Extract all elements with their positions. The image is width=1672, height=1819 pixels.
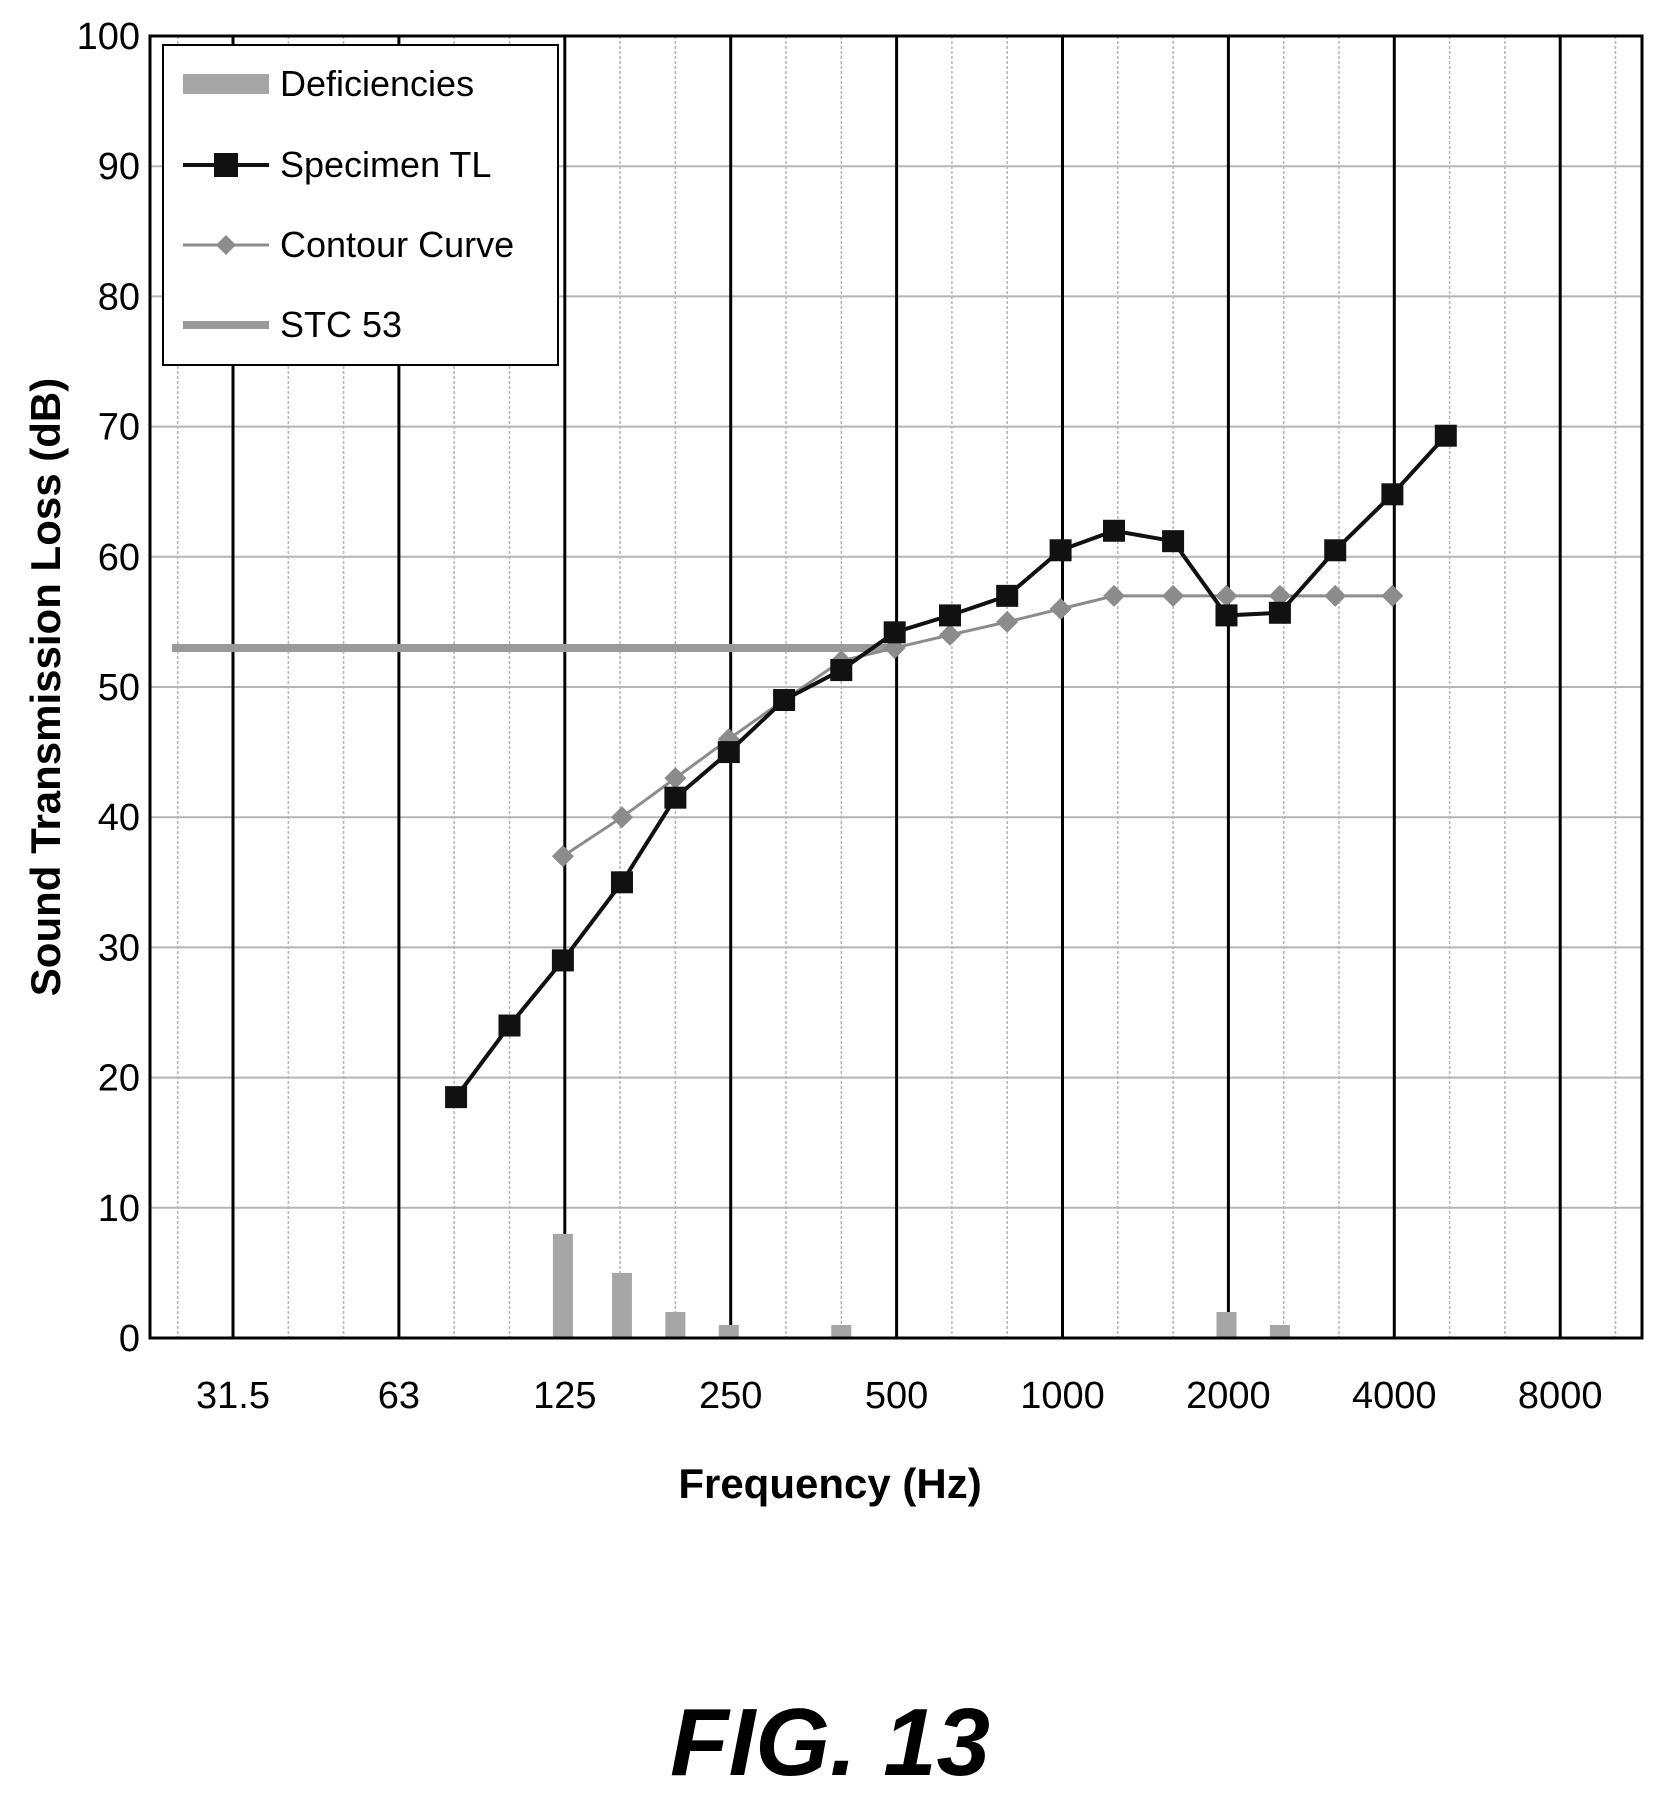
deficiency-bar — [831, 1324, 852, 1338]
y-tick-label: 80 — [98, 276, 140, 318]
contour-curve-point — [939, 623, 962, 646]
contour-curve-point — [664, 767, 687, 790]
x-axis-title: Frequency (Hz) — [678, 1460, 981, 1507]
specimen-tl-point — [1162, 530, 1185, 553]
y-tick-label: 90 — [98, 146, 140, 188]
contour-curve-point — [610, 806, 633, 829]
figure-label: FIG. 13 — [670, 1689, 990, 1796]
specimen-tl-point — [773, 689, 796, 712]
plot-frame — [148, 34, 1644, 1340]
y-tick-label: 50 — [98, 667, 140, 709]
legend-specimen-marker — [214, 153, 238, 177]
y-tick-labels: 0 10 20 30 40 50 60 70 80 90 100 — [77, 16, 140, 1360]
legend-deficiencies-label: Deficiencies — [280, 63, 474, 104]
specimen-tl-point — [445, 1086, 468, 1109]
x-tick-label: 125 — [533, 1375, 596, 1417]
deficiency-bar — [665, 1311, 686, 1338]
contour-curve-point — [1049, 597, 1072, 620]
legend-deficiencies-swatch — [183, 74, 269, 94]
specimen-tl-point — [664, 786, 687, 809]
legend-contour-label: Contour Curve — [280, 224, 514, 265]
contour-curve-point — [1162, 584, 1185, 607]
y-tick-label: 20 — [98, 1058, 140, 1100]
specimen-tl-point — [1434, 424, 1457, 447]
specimen-tl-point — [498, 1014, 521, 1037]
specimen-tl-point — [1049, 539, 1072, 562]
x-tick-label: 31.5 — [196, 1375, 270, 1417]
deficiency-bar — [611, 1272, 632, 1338]
y-tick-label: 60 — [98, 537, 140, 579]
contour-curve-point — [1103, 584, 1126, 607]
specimen-tl-point — [1103, 519, 1126, 542]
x-tick-label: 500 — [865, 1375, 928, 1417]
legend-stc-label: STC 53 — [280, 304, 402, 345]
specimen-tl-point — [939, 604, 962, 627]
x-tick-label: 63 — [378, 1375, 420, 1417]
contour-curve-point — [1268, 584, 1291, 607]
deficiency-bar — [552, 1233, 573, 1338]
contour-curve-line — [562, 594, 1393, 858]
y-tick-label: 40 — [98, 797, 140, 839]
x-tick-label: 250 — [699, 1375, 762, 1417]
y-tick-label: 0 — [119, 1318, 140, 1360]
y-tick-label: 30 — [98, 927, 140, 969]
legend-specimen-label: Specimen TL — [280, 144, 491, 185]
legend: Deficiencies Specimen TL Contour Curve S… — [162, 44, 559, 366]
specimen-tl-point — [883, 621, 906, 644]
specimen-tl-point — [551, 949, 574, 972]
x-tick-label: 1000 — [1020, 1375, 1105, 1417]
y-tick-label: 70 — [98, 407, 140, 449]
deficiency-bar — [718, 1324, 739, 1338]
specimen-tl-point — [1268, 601, 1291, 624]
x-tick-label: 2000 — [1186, 1375, 1271, 1417]
legend-box — [162, 44, 559, 366]
specimen-tl-point — [1381, 483, 1404, 506]
specimen-tl-point — [1215, 604, 1238, 627]
contour-curve-point — [996, 610, 1019, 633]
specimen-tl-point — [996, 584, 1019, 607]
contour-curve-point — [551, 845, 574, 868]
series — [172, 424, 1457, 1338]
deficiency-bar — [1269, 1324, 1290, 1338]
x-tick-label: 4000 — [1352, 1375, 1437, 1417]
legend-contour-marker — [216, 235, 236, 255]
contour-curve-point — [1215, 584, 1238, 607]
contour-curve-point — [1324, 584, 1347, 607]
specimen-tl-point — [1324, 539, 1347, 562]
y-tick-label: 100 — [77, 16, 140, 58]
y-tick-label: 10 — [98, 1188, 140, 1230]
deficiency-bar — [1216, 1311, 1237, 1338]
specimen-tl-point — [717, 741, 740, 764]
x-tick-labels: 31.5 63 125 250 500 1000 2000 4000 8000 — [196, 1375, 1602, 1417]
contour-curve-point — [1381, 584, 1404, 607]
y-axis-title: Sound Transmission Loss (dB) — [22, 378, 69, 996]
specimen-tl-point — [830, 659, 853, 682]
x-tick-label: 8000 — [1518, 1375, 1603, 1417]
specimen-tl-point — [610, 871, 633, 894]
